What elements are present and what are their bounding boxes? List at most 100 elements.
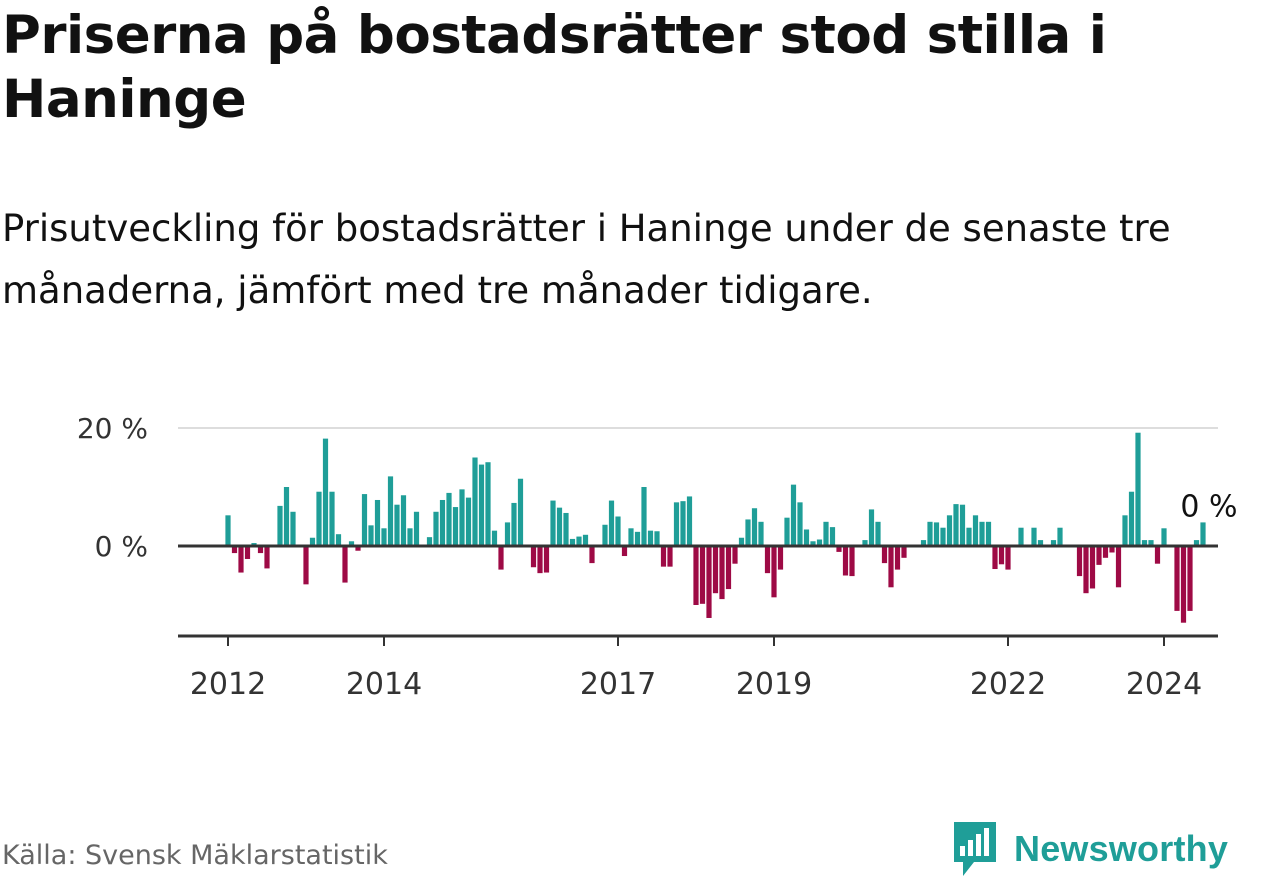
bar bbox=[1050, 540, 1057, 546]
bar bbox=[842, 546, 849, 576]
bar bbox=[413, 511, 420, 546]
bar bbox=[264, 546, 270, 569]
brand-name: Newsworthy bbox=[1014, 828, 1229, 869]
bar bbox=[231, 546, 238, 554]
bar bbox=[589, 546, 595, 564]
bar bbox=[966, 527, 972, 546]
bar bbox=[465, 497, 472, 546]
bar bbox=[283, 487, 290, 546]
bar bbox=[712, 546, 719, 594]
bar bbox=[1141, 540, 1148, 546]
bar bbox=[615, 516, 621, 546]
labels: 0 % 20 % 2012 2014 2017 2019 2022 2024 0 % bbox=[77, 412, 1238, 702]
bar bbox=[257, 546, 264, 554]
bar bbox=[335, 534, 342, 546]
bar bbox=[719, 546, 725, 600]
newsworthy-logo[interactable]: Newsworthy bbox=[950, 818, 1228, 880]
bar bbox=[777, 546, 784, 570]
bar bbox=[491, 530, 498, 546]
bar bbox=[361, 494, 368, 546]
bar bbox=[446, 492, 452, 546]
bar bbox=[1135, 432, 1141, 546]
bar bbox=[979, 521, 985, 546]
bar bbox=[1187, 546, 1193, 611]
bar bbox=[803, 529, 810, 546]
bar bbox=[901, 546, 907, 558]
bar bbox=[1076, 546, 1083, 577]
bar bbox=[992, 546, 998, 570]
bar bbox=[1115, 546, 1122, 588]
bar bbox=[1174, 546, 1180, 611]
bar bbox=[550, 500, 556, 546]
bar bbox=[244, 546, 251, 559]
bar bbox=[641, 487, 647, 546]
bar bbox=[1057, 527, 1063, 546]
bar bbox=[927, 521, 933, 546]
bar bbox=[1180, 546, 1187, 623]
bar bbox=[953, 504, 959, 546]
bar bbox=[972, 515, 979, 546]
bar bbox=[1128, 491, 1135, 546]
bar bbox=[1109, 546, 1115, 553]
axes bbox=[178, 544, 1218, 646]
bar bbox=[355, 546, 361, 551]
x-tick-label: 2012 bbox=[190, 667, 266, 702]
bar bbox=[1193, 540, 1200, 546]
bar bbox=[439, 499, 446, 546]
bar bbox=[706, 546, 712, 618]
bar bbox=[647, 530, 654, 546]
bar bbox=[920, 540, 927, 546]
bar bbox=[608, 500, 615, 546]
bar bbox=[797, 502, 803, 546]
bar bbox=[686, 496, 693, 546]
last-value-annotation: 0 % bbox=[1180, 489, 1237, 524]
bar bbox=[1089, 546, 1096, 589]
bar bbox=[498, 546, 504, 570]
bar bbox=[1083, 546, 1089, 594]
bar bbox=[836, 546, 842, 552]
bar bbox=[303, 546, 309, 585]
bar bbox=[485, 462, 491, 546]
bar bbox=[1161, 528, 1167, 546]
bar bbox=[459, 489, 465, 546]
bar-chart: 0 % 20 % 2012 2014 2017 2019 2022 2024 0 % bbox=[77, 412, 1238, 702]
bar bbox=[543, 546, 550, 573]
bar bbox=[998, 546, 1005, 565]
bar bbox=[680, 501, 686, 546]
bar bbox=[569, 538, 576, 546]
bar bbox=[374, 499, 381, 546]
bar bbox=[277, 505, 283, 546]
bar bbox=[563, 512, 569, 546]
x-tick-label: 2024 bbox=[1126, 667, 1202, 702]
bar bbox=[673, 502, 680, 546]
bar bbox=[959, 504, 966, 546]
bar bbox=[758, 521, 764, 546]
bar bbox=[1200, 522, 1206, 546]
bar bbox=[940, 527, 946, 546]
bar bbox=[322, 438, 329, 546]
bar bbox=[823, 521, 829, 546]
source-note: Källa: Svensk Mäklarstatistik bbox=[2, 840, 388, 871]
bar bbox=[738, 537, 745, 546]
bar bbox=[381, 528, 387, 546]
bar bbox=[784, 517, 790, 546]
bar bbox=[868, 509, 875, 546]
bar bbox=[309, 537, 316, 546]
bar bbox=[400, 495, 407, 546]
bar bbox=[225, 515, 231, 546]
bar bbox=[1154, 546, 1161, 564]
bar bbox=[1122, 515, 1128, 546]
bar bbox=[732, 546, 738, 564]
bar bbox=[426, 537, 433, 546]
x-tick-label: 2014 bbox=[346, 667, 422, 702]
bar bbox=[1005, 546, 1011, 570]
bar bbox=[316, 491, 322, 546]
bar bbox=[342, 546, 348, 583]
bar bbox=[394, 504, 400, 546]
bar bbox=[1018, 527, 1024, 546]
bar bbox=[537, 546, 543, 574]
bar bbox=[660, 546, 667, 567]
bar bbox=[667, 546, 673, 567]
x-tick-label: 2019 bbox=[736, 667, 812, 702]
bar bbox=[530, 546, 537, 568]
